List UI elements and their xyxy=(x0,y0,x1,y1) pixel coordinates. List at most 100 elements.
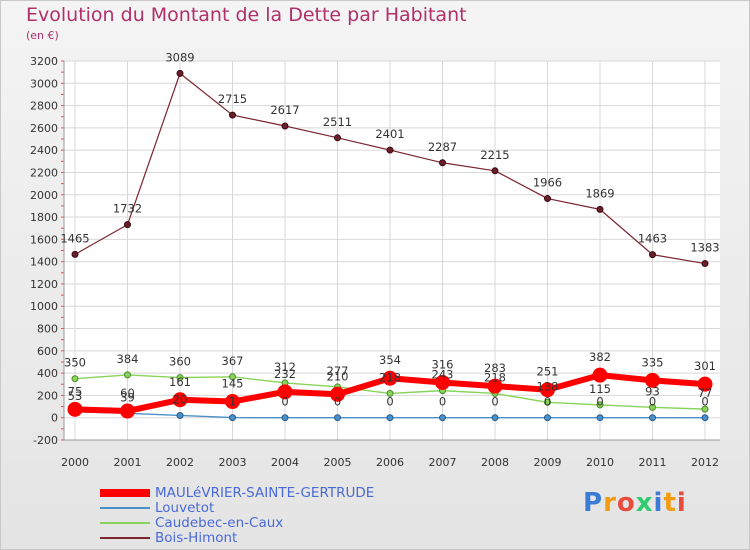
data-label: 0 xyxy=(649,395,656,409)
data-label: 335 xyxy=(642,355,664,369)
data-label: 39 xyxy=(120,390,135,404)
data-point xyxy=(124,221,131,229)
y-tick-label: 1000 xyxy=(30,300,58,313)
x-tick-label: 2007 xyxy=(429,456,457,469)
data-point xyxy=(120,403,135,419)
x-tick-label: 2009 xyxy=(534,456,562,469)
data-label: 115 xyxy=(589,382,611,396)
data-point xyxy=(176,69,184,77)
data-label: 382 xyxy=(589,350,611,364)
data-label: 138 xyxy=(537,379,559,393)
y-tick-label: 400 xyxy=(37,367,58,380)
data-label: 210 xyxy=(327,369,349,383)
y-tick-label: 1600 xyxy=(30,233,58,246)
y-tick-label: 1400 xyxy=(30,256,58,269)
y-tick-label: 3000 xyxy=(30,77,58,90)
data-point xyxy=(281,122,289,130)
y-tick-label: 2400 xyxy=(30,144,58,157)
data-point xyxy=(439,159,446,167)
data-point xyxy=(386,146,394,154)
data-point xyxy=(649,251,656,259)
chart-subtitle: (en €) xyxy=(26,29,59,42)
data-point xyxy=(592,367,608,383)
data-label: 0 xyxy=(281,395,288,409)
data-point xyxy=(176,374,184,382)
data-label: 1966 xyxy=(533,176,562,190)
data-label: 0 xyxy=(386,395,393,409)
data-label: 384 xyxy=(117,352,139,366)
data-label: 3089 xyxy=(165,50,194,64)
data-label: 2511 xyxy=(323,115,352,129)
data-label: 60 xyxy=(120,386,135,400)
data-label: 77 xyxy=(698,386,713,400)
data-label: 1 xyxy=(229,395,236,409)
y-tick-label: 1800 xyxy=(30,211,58,224)
proxiti-logo: Proxiti xyxy=(583,488,687,518)
data-label: 2401 xyxy=(375,127,404,141)
data-point xyxy=(386,414,394,422)
x-tick-label: 2012 xyxy=(691,456,719,469)
data-label: 0 xyxy=(544,395,551,409)
data-label: 316 xyxy=(432,357,454,371)
y-tick-label: 600 xyxy=(37,345,58,358)
data-label: 0 xyxy=(596,395,603,409)
data-label: 1732 xyxy=(113,202,142,216)
legend-label: Louvetot xyxy=(155,500,215,516)
data-point xyxy=(71,250,79,258)
y-tick-label: 1200 xyxy=(30,278,58,291)
x-tick-label: 2000 xyxy=(61,456,89,469)
data-label: 145 xyxy=(222,377,244,391)
data-label: 218 xyxy=(484,370,506,384)
data-label: 283 xyxy=(484,361,506,375)
data-point xyxy=(229,373,236,381)
data-label: 2617 xyxy=(270,103,299,117)
x-tick-label: 2011 xyxy=(639,456,667,469)
data-point xyxy=(172,392,188,408)
data-label: 75 xyxy=(68,384,83,398)
data-label: 0 xyxy=(439,395,446,409)
data-point xyxy=(544,414,551,422)
data-label: 0 xyxy=(491,395,498,409)
data-point xyxy=(439,414,446,422)
data-point xyxy=(334,134,341,142)
data-label: 53 xyxy=(68,389,83,403)
y-tick-label: 2200 xyxy=(30,166,58,179)
y-tick-label: 2000 xyxy=(30,189,58,202)
y-tick-label: -200 xyxy=(33,434,58,447)
x-tick-label: 2010 xyxy=(586,456,614,469)
data-label: 2715 xyxy=(218,92,247,106)
data-point xyxy=(645,372,660,388)
data-label: 1383 xyxy=(690,241,719,255)
legend-swatch xyxy=(100,489,150,497)
legend-label: MAULéVRIER-SAINTE-GERTRUDE xyxy=(155,485,375,501)
data-point xyxy=(277,384,293,400)
chart-title: Evolution du Montant de la Dette par Hab… xyxy=(26,4,467,26)
data-point xyxy=(382,370,398,386)
x-tick-label: 2008 xyxy=(481,456,509,469)
data-label: 251 xyxy=(537,365,559,379)
data-point xyxy=(330,386,345,402)
y-tick-label: 2600 xyxy=(30,122,58,135)
data-point xyxy=(544,195,551,203)
data-point xyxy=(649,414,656,422)
data-point xyxy=(124,371,131,379)
data-point xyxy=(697,376,713,392)
data-point xyxy=(544,398,551,406)
data-label: 354 xyxy=(379,353,401,367)
data-point xyxy=(701,260,709,268)
data-label: 367 xyxy=(222,354,244,368)
data-label: 0 xyxy=(334,395,341,409)
data-point xyxy=(176,411,184,419)
data-point xyxy=(334,414,341,422)
x-tick-label: 2002 xyxy=(166,456,194,469)
data-point xyxy=(229,111,236,119)
legend-label: Caudebec-en-Caux xyxy=(155,515,284,531)
x-tick-label: 2001 xyxy=(114,456,142,469)
data-label: 301 xyxy=(694,359,716,373)
data-label: 277 xyxy=(327,364,349,378)
data-label: 0 xyxy=(701,395,708,409)
data-point xyxy=(435,374,450,390)
legend-swatch xyxy=(100,522,150,524)
x-tick-label: 2006 xyxy=(376,456,404,469)
